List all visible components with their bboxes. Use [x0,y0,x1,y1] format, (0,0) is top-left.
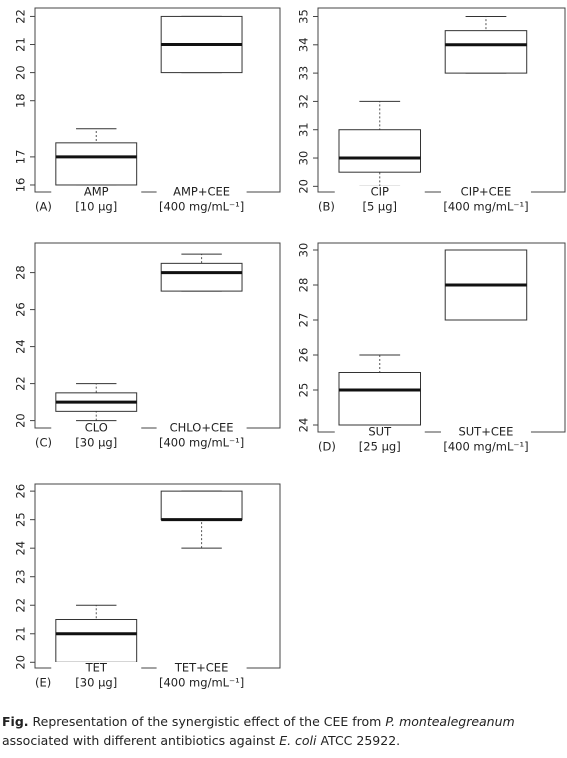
x-tick-label: CIP [371,185,389,199]
y-tick-label: 32 [297,94,311,109]
y-tick-label: 17 [14,150,28,165]
panel-label: (C) [35,436,52,450]
box [160,490,243,521]
box [338,372,422,426]
y-tick-label: 25 [14,512,28,527]
x-tick-label: SUT+CEE [458,425,513,439]
y-tick-label: 26 [14,302,28,317]
y-tick-label: 35 [297,9,311,24]
y-tick-label: 30 [297,243,311,258]
x-tick-label: SUT [368,425,392,439]
y-tick-label: 21 [14,37,28,52]
x-tick-label: TET+CEE [174,661,229,675]
x-sublabel: [400 mg/mL⁻¹] [159,436,244,450]
caption-label: Fig. [2,714,29,729]
y-tick-label: 26 [297,348,311,363]
x-sublabel: [400 mg/mL⁻¹] [159,200,244,214]
y-tick-label: 21 [14,626,28,641]
y-tick-label: 20 [14,655,28,670]
y-tick-label: 16 [14,178,28,193]
x-tick-label: CHLO+CEE [170,421,234,435]
label-bg [334,426,425,438]
y-tick-label: 34 [297,37,311,52]
y-tick-label: 30 [297,151,311,166]
box [55,619,138,663]
y-tick-label: 33 [297,66,311,81]
x-sublabel: [400 mg/mL⁻¹] [159,676,244,690]
label-bg [334,186,425,198]
label-bg [440,186,531,198]
box [160,262,243,292]
x-sublabel: [400 mg/mL⁻¹] [443,200,528,214]
x-tick-label: AMP [84,185,109,199]
x-tick-label: CIP+CEE [461,185,512,199]
y-tick-label: 22 [14,9,28,24]
x-sublabel: [5 µg] [362,200,397,214]
y-tick-label: 24 [297,418,311,433]
panel-label: (E) [35,676,51,690]
y-tick-label: 28 [14,265,28,280]
x-tick-label: TET [85,661,108,675]
panel-label: (D) [318,440,336,454]
x-sublabel: [25 µg] [359,440,401,454]
label-bg [51,186,142,198]
y-tick-label: 18 [14,93,28,108]
x-sublabel: [30 µg] [75,436,117,450]
label-bg [316,200,346,214]
y-tick-label: 23 [14,569,28,584]
panel-label: (B) [318,200,335,214]
x-sublabel: [30 µg] [75,676,117,690]
label-bg [51,422,142,434]
label-bg [440,426,531,438]
x-tick-label: CLO [85,421,108,435]
box [444,30,528,74]
caption-text: Representation of the synergistic effect… [32,714,386,729]
label-bg [316,440,346,454]
y-tick-label: 22 [14,598,28,613]
box [55,142,138,186]
x-sublabel: [400 mg/mL⁻¹] [443,440,528,454]
y-tick-label: 27 [297,313,311,328]
caption: Fig. Representation of the synergistic e… [2,712,565,750]
label-bg [156,186,247,198]
y-tick-label: 28 [297,278,311,293]
x-sublabel: [10 µg] [75,200,117,214]
caption-text: associated with different antibiotics ag… [2,733,280,748]
label-bg [156,662,247,674]
y-tick-label: 20 [14,65,28,80]
label-bg [33,436,63,450]
caption-text: ATCC 25922. [316,733,401,748]
y-tick-label: 31 [297,122,311,137]
caption-species: E. coli [279,733,317,748]
y-tick-label: 24 [14,339,28,354]
y-tick-label: 26 [14,484,28,499]
caption-species: P. montealegreanum [385,714,515,729]
y-tick-label: 22 [14,376,28,391]
y-tick-label: 20 [297,179,311,194]
box [338,129,422,173]
x-tick-label: AMP+CEE [173,185,230,199]
panel-label: (A) [35,200,52,214]
label-bg [51,662,142,674]
label-bg [33,676,63,690]
label-bg [156,422,247,434]
y-tick-label: 20 [14,413,28,428]
label-bg [33,200,63,214]
y-tick-label: 25 [297,383,311,398]
y-tick-label: 24 [14,541,28,556]
